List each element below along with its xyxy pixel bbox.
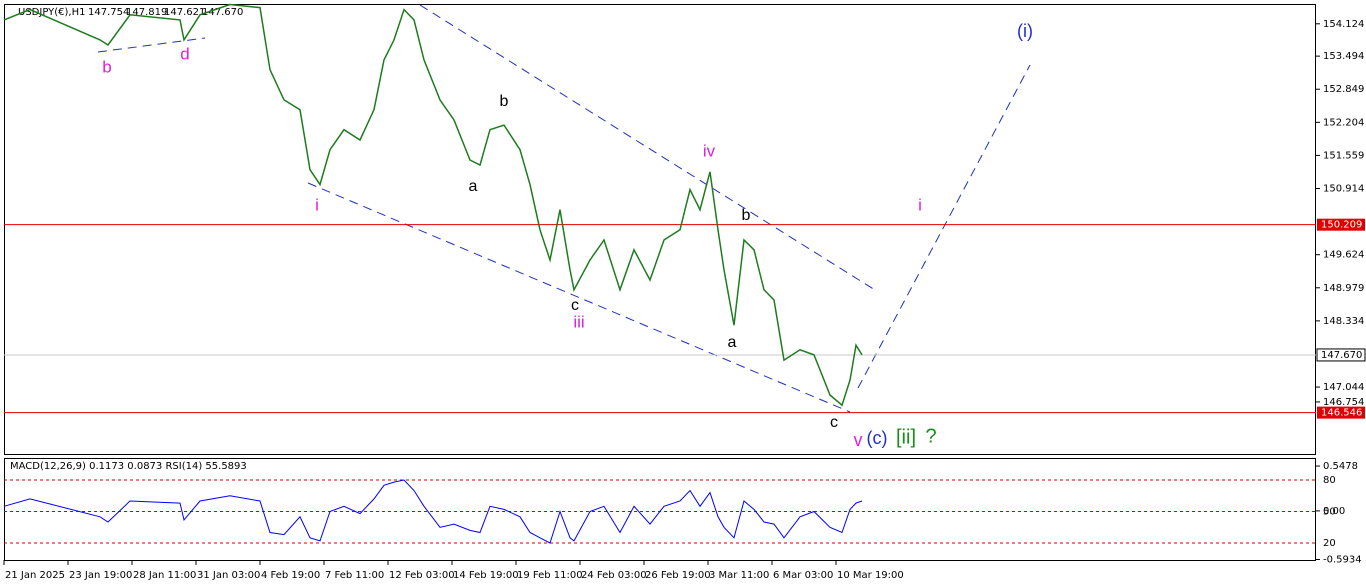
wave-label: iv: [703, 141, 716, 160]
level-tag: [1317, 218, 1365, 231]
rsi-line: [3, 479, 863, 544]
wave-label: ?: [925, 425, 936, 447]
x-tick-label: 24 Feb 03:00: [581, 570, 647, 581]
x-tick-label: 7 Feb 11:00: [325, 570, 384, 581]
x-tick-label: 4 Feb 19:00: [261, 570, 320, 581]
rsi-tick-label: 50: [1323, 507, 1336, 518]
wave-label: c: [830, 414, 838, 431]
ohlc-value: 147.754: [88, 7, 129, 18]
wave-label: i: [918, 195, 922, 214]
wave-label: i: [315, 195, 319, 214]
y-tick-label: 147.044: [1323, 382, 1364, 393]
y-tick-label: 152.204: [1323, 117, 1364, 128]
main-frame: [4, 4, 1316, 455]
level-tag: [1316, 348, 1366, 362]
bd-line: [97, 37, 206, 53]
y-tick-label: 151.559: [1323, 150, 1364, 161]
level-label: 150.209: [1321, 220, 1362, 231]
y-tick-label: 146.754: [1323, 397, 1364, 408]
wave-label: (i): [1017, 21, 1033, 41]
trend-lines: [97, 4, 1031, 413]
sub-frame: [4, 458, 1316, 561]
y-tick-label: 154.124: [1323, 19, 1364, 30]
level-label: 146.546: [1321, 408, 1362, 419]
x-tick-label: 3 Mar 11:00: [709, 570, 769, 581]
x-tick-label: 21 Jan 2025: [5, 570, 65, 581]
indicator-title: MACD(12,26,9) 0.1173 0.0873 RSI(14) 55.5…: [10, 461, 247, 472]
macd-tick-label: 0.5478: [1323, 461, 1358, 472]
wave-label: b: [500, 93, 509, 110]
x-tick-label: 14 Feb 19:00: [453, 570, 519, 581]
lower-channel: [307, 182, 851, 413]
wave-label: b: [102, 57, 111, 76]
x-tick-label: 26 Feb 19:00: [645, 570, 711, 581]
rsi-tick-label: 80: [1323, 475, 1336, 486]
macd-tick-label: 0.00: [1323, 506, 1345, 517]
wave-label: d: [180, 44, 189, 63]
ohlc-value: 147.621: [164, 7, 205, 18]
projection: [857, 64, 1031, 389]
x-tick-label: 28 Jan 11:00: [133, 570, 196, 581]
y-tick-label: 152.849: [1323, 84, 1364, 95]
x-tick-label: 12 Feb 03:00: [389, 570, 455, 581]
wave-label: a: [469, 178, 478, 195]
rsi-tick-label: 20: [1323, 538, 1336, 549]
symbol-title: USDJPY(€),H1: [18, 7, 85, 18]
price-line: [3, 3, 863, 407]
level-tag: [1317, 406, 1365, 419]
y-tick-label: 148.334: [1323, 316, 1364, 327]
x-tick-label: 10 Mar 19:00: [837, 570, 904, 581]
wave-label: c: [571, 297, 579, 314]
y-tick-label: 153.494: [1323, 51, 1364, 62]
x-tick-label: 23 Jan 19:00: [69, 570, 132, 581]
wave-label: iii: [573, 312, 584, 331]
wave-label: (c): [867, 428, 888, 448]
y-tick-label: 149.624: [1323, 250, 1364, 261]
y-tick-label: 148.979: [1323, 283, 1364, 294]
wave-label: [ii]: [896, 426, 916, 448]
wave-label: b: [742, 207, 751, 224]
macd-tick-label: -0.5934: [1323, 554, 1362, 565]
ohlc-value: 147.670: [202, 7, 243, 18]
ohlc-value: 147.819: [126, 7, 167, 18]
x-tick-label: 19 Feb 11:00: [517, 570, 583, 581]
wave-label: v: [854, 430, 863, 450]
x-tick-label: 6 Mar 03:00: [773, 570, 833, 581]
y-tick-label: 150.914: [1323, 184, 1364, 195]
wave-label: a: [728, 334, 737, 351]
level-label: 147.670: [1321, 350, 1362, 361]
x-tick-label: 31 Jan 03:00: [197, 570, 260, 581]
